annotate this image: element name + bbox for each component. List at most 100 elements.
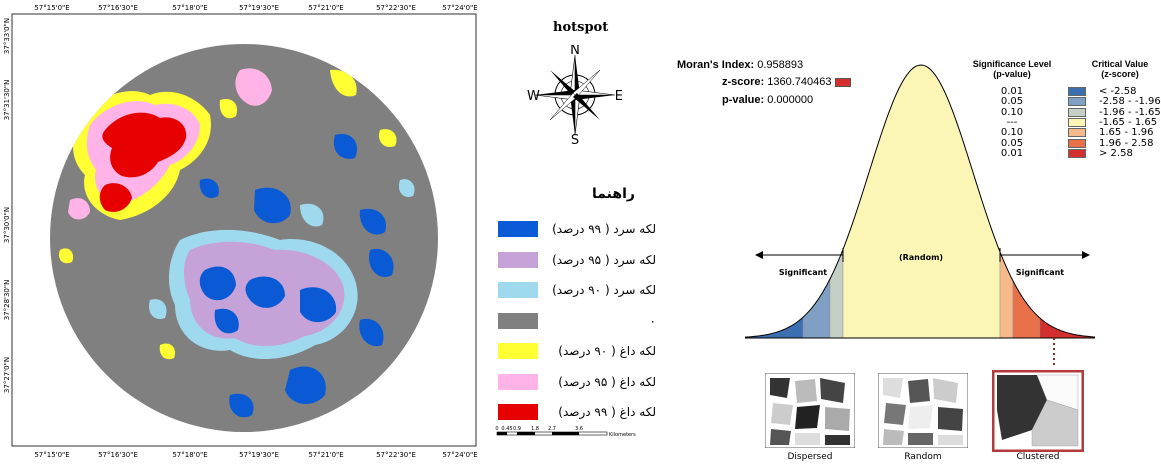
scale-tick-label: 2.7	[548, 426, 556, 432]
bottom-graticule-labels: 57°15'0"E 57°16'30"E 57°18'0"E 57°19'30"E 57…	[34, 451, 477, 459]
curve-band	[1039, 65, 1095, 338]
critical-z-range: -1.96 - -1.65	[1099, 106, 1161, 118]
scale-tick-label: 3.6	[575, 426, 583, 432]
scale-tick-label: 0	[495, 426, 498, 432]
left-tick-label: 37°33'0"N	[3, 18, 11, 54]
significance-swatch	[1068, 117, 1086, 127]
curve-band	[1012, 65, 1041, 338]
cold99-patch	[359, 318, 384, 347]
significance-swatch	[1068, 87, 1086, 96]
map-title: hotspot	[553, 20, 609, 35]
hot99-patch	[99, 183, 132, 212]
cold99-patch	[254, 187, 291, 224]
legend-item: لکه داغ ( ۹۹ درصد)	[498, 404, 658, 420]
legend-label: لکه سرد ( ۹۵ درصد)	[552, 252, 656, 267]
top-tick-label: 57°19'30"E	[239, 4, 279, 12]
top-tick-label: 57°24'0"E	[442, 4, 477, 12]
clustered-thumbnail	[992, 370, 1084, 452]
hotspot-patches	[58, 68, 415, 418]
compass-s: S	[571, 133, 579, 145]
legend-swatch	[498, 373, 538, 390]
thumbnail-label: Dispersed	[787, 452, 833, 462]
legend-label: لکه داغ ( ۹۰ درصد)	[558, 344, 656, 358]
map-canvas: 57°15'0"E 57°16'30"E 57°18'0"E 57°19'30"E 57…	[3, 4, 488, 459]
compass-e: E	[615, 89, 623, 104]
hot95-patch	[68, 198, 90, 220]
curve-band	[802, 65, 831, 338]
significance-swatch	[1068, 128, 1086, 138]
top-tick-label: 57°16'30"E	[98, 4, 138, 12]
thumbnail-label: Random	[904, 452, 942, 462]
bottom-tick-label: 57°18'0"E	[172, 451, 207, 459]
legend-item: لکه سرد ( ۹۵ درصد)	[498, 251, 658, 268]
critical-z-range: -1.65 - 1.65	[1099, 116, 1158, 128]
scale-tick-label: 1.8	[531, 426, 539, 432]
normal-distribution-curve: Significant (Random) Significant	[744, 64, 1096, 365]
moran-index-line: Moran's Index: 0.958893	[677, 59, 804, 71]
significance-swatch	[1068, 148, 1086, 158]
top-tick-label: 57°15'0"E	[34, 4, 69, 12]
left-tick-label: 37°28'30"N	[3, 280, 11, 321]
significance-swatch	[1068, 97, 1086, 107]
significance-p-value: 0.01	[1000, 147, 1024, 159]
cold99-patch	[359, 208, 386, 235]
legend-swatch	[498, 404, 538, 420]
legend-heading: راهنما	[592, 186, 635, 202]
cold99-patch	[199, 178, 219, 199]
left-tick-label: 37°30'0"N	[3, 207, 11, 243]
critical-z-range: 1.96 - 2.58	[1099, 137, 1154, 149]
hot95-patch	[235, 68, 272, 106]
significance-p-value: 0.05	[1000, 96, 1024, 108]
legend-label: لکه سرد ( ۹۰ درصد)	[552, 283, 656, 297]
cold90-patch	[149, 299, 167, 320]
morans-i-report: Moran's Index: 0.958893 z-score: 1360.74…	[665, 0, 1161, 462]
legend-item: ۰	[498, 312, 658, 329]
critical-header: Critical Value (z-score)	[1091, 59, 1149, 79]
legend-label: ۰	[649, 313, 656, 328]
curve-band	[745, 65, 804, 338]
hot90-patch	[330, 69, 357, 97]
compass-n: N	[570, 45, 580, 58]
cold99-patch	[229, 393, 254, 418]
critical-z-range: < -2.58	[1099, 86, 1137, 97]
legend-label: لکه داغ ( ۹۹ درصد)	[558, 405, 656, 419]
compass-w: W	[527, 89, 540, 104]
legend-swatch	[498, 312, 538, 329]
p-value-line: p-value: 0.000000	[722, 94, 814, 106]
legend-item: لکه داغ ( ۹۰ درصد)	[498, 343, 658, 359]
significance-header: Significance Level (p-value)	[972, 59, 1052, 79]
hotspot-map: 57°15'0"E 57°16'30"E 57°18'0"E 57°19'30"E 57…	[0, 0, 488, 462]
critical-z-range: -2.58 - -1.96	[1099, 96, 1161, 108]
bottom-tick-label: 57°21'0"E	[308, 451, 343, 459]
legend-label: لکه سرد ( ۹۹ درصد)	[552, 222, 656, 236]
legend-item: لکه داغ ( ۹۵ درصد)	[498, 373, 658, 390]
significance-p-value: 0.01	[1000, 86, 1024, 97]
legend-swatch	[498, 343, 538, 359]
legend-item: لکه سرد ( ۹۰ درصد)	[498, 282, 658, 298]
significance-swatch	[1068, 138, 1086, 148]
significance-p-value: ---	[1006, 116, 1018, 128]
bottom-tick-label: 57°15'0"E	[34, 451, 69, 459]
hot90-patch	[219, 98, 238, 119]
curve-band	[999, 65, 1014, 338]
top-graticule-labels: 57°15'0"E 57°16'30"E 57°18'0"E 57°19'30"E 57…	[34, 4, 477, 12]
significance-p-value: 0.10	[1000, 106, 1024, 118]
left-tick-label: 37°31'30"N	[3, 80, 11, 121]
hot90-patch	[58, 248, 74, 264]
random-thumbnail	[878, 373, 968, 448]
left-tick-label: 37°27'0"N	[3, 357, 11, 393]
legend-swatch	[498, 282, 538, 298]
thumbnail-label: Clustered	[1016, 452, 1060, 462]
map-neatline	[11, 13, 477, 447]
hot99-patch	[102, 112, 187, 178]
scale-tick-label: 0.9	[513, 426, 521, 432]
left-significant-label: Significant	[779, 268, 827, 277]
hot90-patch	[159, 343, 176, 360]
legend-panel: hotspot N S W E راهنما	[480, 0, 665, 462]
top-tick-label: 57°21'0"E	[308, 4, 343, 12]
significance-p-value: 0.05	[1000, 137, 1024, 149]
cold90-patch	[398, 179, 415, 198]
cold99-patch	[214, 308, 239, 334]
legend-swatch	[498, 251, 538, 268]
critical-z-range: 1.65 - 1.96	[1099, 127, 1154, 139]
